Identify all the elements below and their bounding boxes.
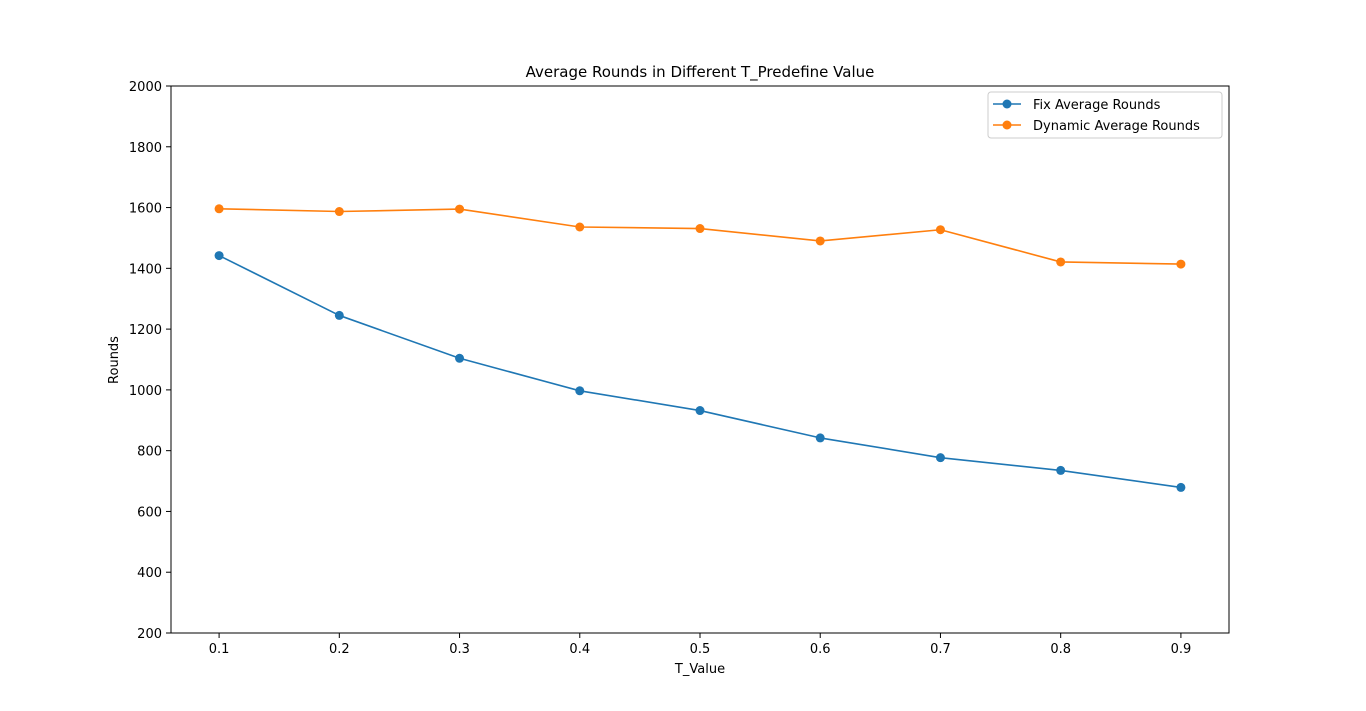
x-tick-label: 0.3 [449,642,470,657]
x-tick-label: 0.5 [690,642,711,657]
y-tick-label: 1000 [129,384,162,399]
legend-marker-dynamic-average-rounds [1002,120,1012,130]
data-point-dynamic-average-rounds [695,224,705,234]
data-point-fix-average-rounds [575,386,585,396]
x-tick-label: 0.1 [209,642,230,657]
data-point-fix-average-rounds [214,251,224,261]
x-axis-title: T_Value [674,662,725,677]
data-point-dynamic-average-rounds [455,204,465,214]
legend-label-fix-average-rounds: Fix Average Rounds [1033,98,1161,113]
y-axis-ticks: 200 400 600 800 1000 1200 1400 1600 1800 2000 [129,80,171,642]
data-point-dynamic-average-rounds [575,222,585,232]
legend: Fix Average Rounds Dynamic Average Round… [987,91,1223,139]
data-point-fix-average-rounds [815,433,825,443]
data-point-dynamic-average-rounds [214,204,224,214]
y-tick-label: 800 [137,445,162,460]
legend-label-dynamic-average-rounds: Dynamic Average Rounds [1033,119,1200,134]
x-tick-label: 0.8 [1050,642,1071,657]
x-tick-label: 0.2 [329,642,350,657]
legend-frame [987,91,1223,139]
data-point-fix-average-rounds [455,353,465,363]
data-point-dynamic-average-rounds [1056,257,1066,267]
y-tick-label: 1400 [129,262,162,277]
series-layer [214,204,1186,492]
data-point-fix-average-rounds [1176,482,1186,492]
data-point-fix-average-rounds [1056,465,1066,475]
data-point-fix-average-rounds [695,406,705,416]
y-tick-label: 1800 [129,141,162,156]
y-tick-label: 600 [137,505,162,520]
y-tick-label: 1200 [129,323,162,338]
data-point-fix-average-rounds [935,453,945,463]
data-point-fix-average-rounds [334,310,344,320]
x-tick-label: 0.9 [1171,642,1192,657]
x-tick-label: 0.6 [810,642,831,657]
data-point-dynamic-average-rounds [1176,259,1186,269]
legend-marker-fix-average-rounds [1002,99,1012,109]
chart-title: Average Rounds in Different T_Predefine … [526,63,875,82]
x-tick-label: 0.7 [930,642,951,657]
data-point-dynamic-average-rounds [334,207,344,217]
x-axis-ticks: 0.1 0.2 0.3 0.4 0.5 0.6 0.7 0.8 0.9 [209,633,1192,657]
y-tick-label: 200 [137,627,162,642]
x-tick-label: 0.4 [569,642,590,657]
data-point-dynamic-average-rounds [815,236,825,246]
y-tick-label: 2000 [129,80,162,95]
y-axis-title: Rounds [107,336,122,384]
plot-frame [170,85,1230,634]
y-tick-label: 1600 [129,202,162,217]
y-tick-label: 400 [137,566,162,581]
data-point-dynamic-average-rounds [935,225,945,235]
